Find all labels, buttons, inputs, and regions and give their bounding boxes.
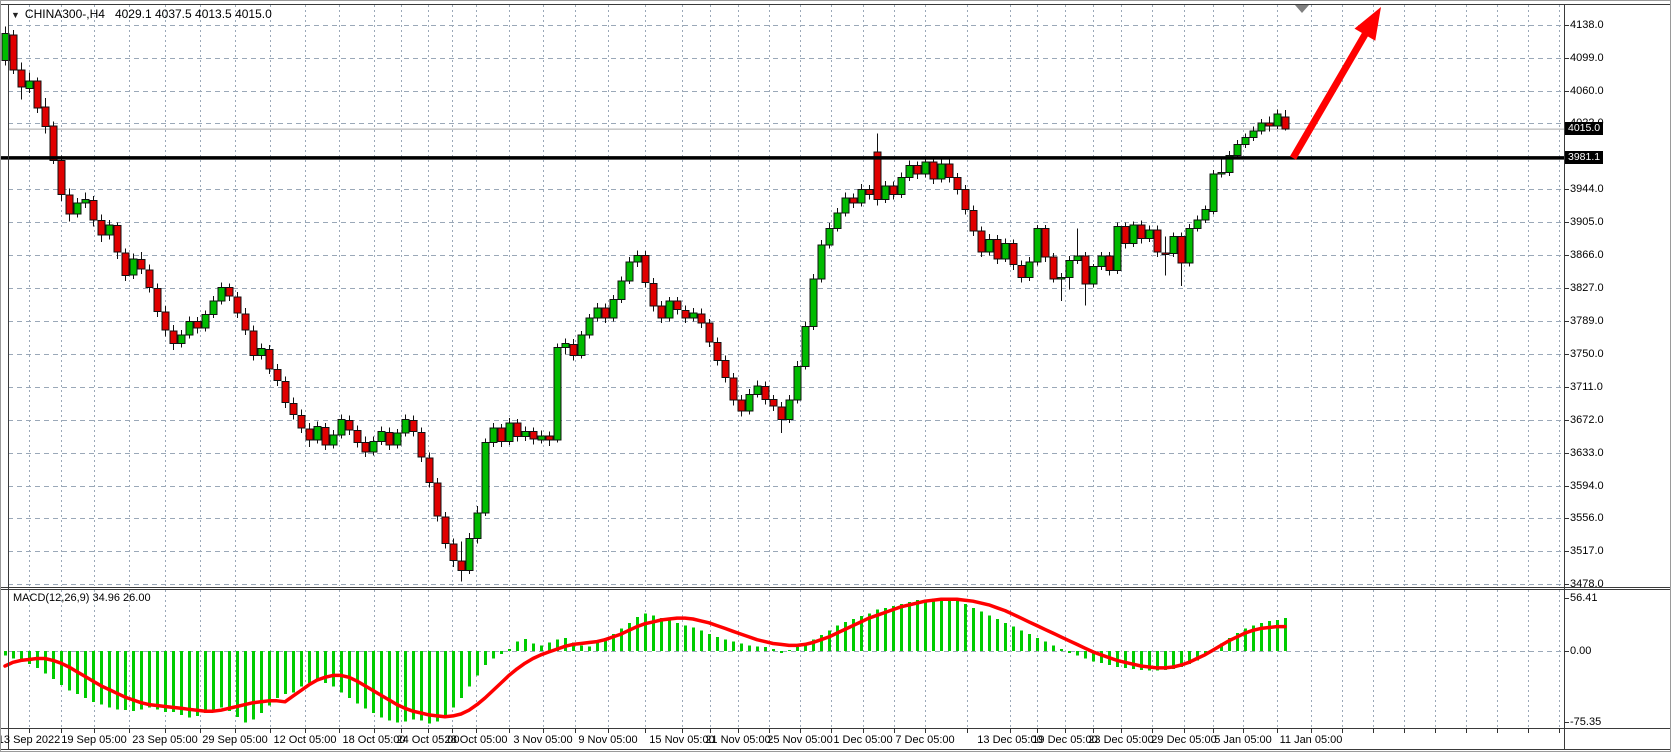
macd-tick-label: -75.35 xyxy=(1570,716,1602,728)
candles-layer xyxy=(1,26,1290,582)
date-tick-label: 23 Dec 05:00 xyxy=(1088,734,1154,746)
date-tick-label: 11 Jan 05:00 xyxy=(1279,734,1343,746)
symbol-dropdown-icon[interactable]: ▼ xyxy=(11,10,20,20)
date-tick-label: 23 Sep 05:00 xyxy=(132,734,198,746)
chart-shift-marker-icon[interactable] xyxy=(1295,5,1309,13)
macd-tick-label: 56.41 xyxy=(1570,592,1598,604)
axis-ticks xyxy=(29,25,1569,733)
price-tick-label: 3750.0 xyxy=(1570,348,1604,360)
date-tick-label: 1 Dec 05:00 xyxy=(833,734,893,746)
date-tick-label: 5 Jan 05:00 xyxy=(1214,734,1272,746)
date-tick-label: 13 Sep 2022 xyxy=(0,734,61,746)
panel-borders xyxy=(1,4,1670,750)
date-tick-label: 15 Nov 05:00 xyxy=(649,734,715,746)
price-tick-label: 4099.0 xyxy=(1570,52,1604,64)
price-tick-label: 3827.0 xyxy=(1570,282,1604,294)
macd-signal-line xyxy=(3,597,1287,719)
price-tick-label: 3517.0 xyxy=(1570,545,1604,557)
date-tick-label: 29 Dec 05:00 xyxy=(1151,734,1217,746)
date-tick-label: 21 Nov 05:00 xyxy=(705,734,771,746)
date-tick-label: 24 Oct 05:00 xyxy=(396,734,460,746)
price-tick-label: 3672.0 xyxy=(1570,414,1604,426)
date-tick-label: 29 Sep 05:00 xyxy=(202,734,268,746)
date-tick-label: 7 Dec 05:00 xyxy=(895,734,955,746)
current-price-box: 4015.0 xyxy=(1565,122,1604,135)
price-tick-label: 3711.0 xyxy=(1570,381,1603,393)
price-tick-label: 3789.0 xyxy=(1570,315,1604,327)
price-tick-label: 3866.0 xyxy=(1570,249,1604,261)
macd-tick-label: 0.00 xyxy=(1570,645,1592,657)
price-tick-label: 3556.0 xyxy=(1570,512,1604,524)
date-tick-label: 12 Oct 05:00 xyxy=(273,734,337,746)
price-tick-label: 3478.0 xyxy=(1570,578,1604,590)
price-tick-label: 3944.0 xyxy=(1570,183,1604,195)
date-tick-label: 13 Dec 05:00 xyxy=(977,734,1043,746)
price-tick-label: 3594.0 xyxy=(1570,480,1604,492)
gridlines xyxy=(8,5,1564,727)
price-tick-label: 3633.0 xyxy=(1570,447,1604,459)
price-tick-label: 3905.0 xyxy=(1570,216,1604,228)
date-tick-label: 19 Sep 05:00 xyxy=(61,734,127,746)
date-tick-label: 3 Nov 05:00 xyxy=(513,734,573,746)
date-tick-label: 9 Nov 05:00 xyxy=(578,734,638,746)
price-tick-label: 4060.0 xyxy=(1570,85,1604,97)
trendline-price-box: 3981.1 xyxy=(1565,151,1604,164)
date-tick-label: 28 Oct 05:00 xyxy=(444,734,508,746)
date-tick-label: 18 Oct 05:00 xyxy=(342,734,406,746)
trend-arrow[interactable] xyxy=(1289,7,1381,160)
date-tick-label: 25 Nov 05:00 xyxy=(767,734,833,746)
price-tick-label: 4138.0 xyxy=(1570,19,1604,31)
date-tick-label: 19 Dec 05:00 xyxy=(1032,734,1098,746)
